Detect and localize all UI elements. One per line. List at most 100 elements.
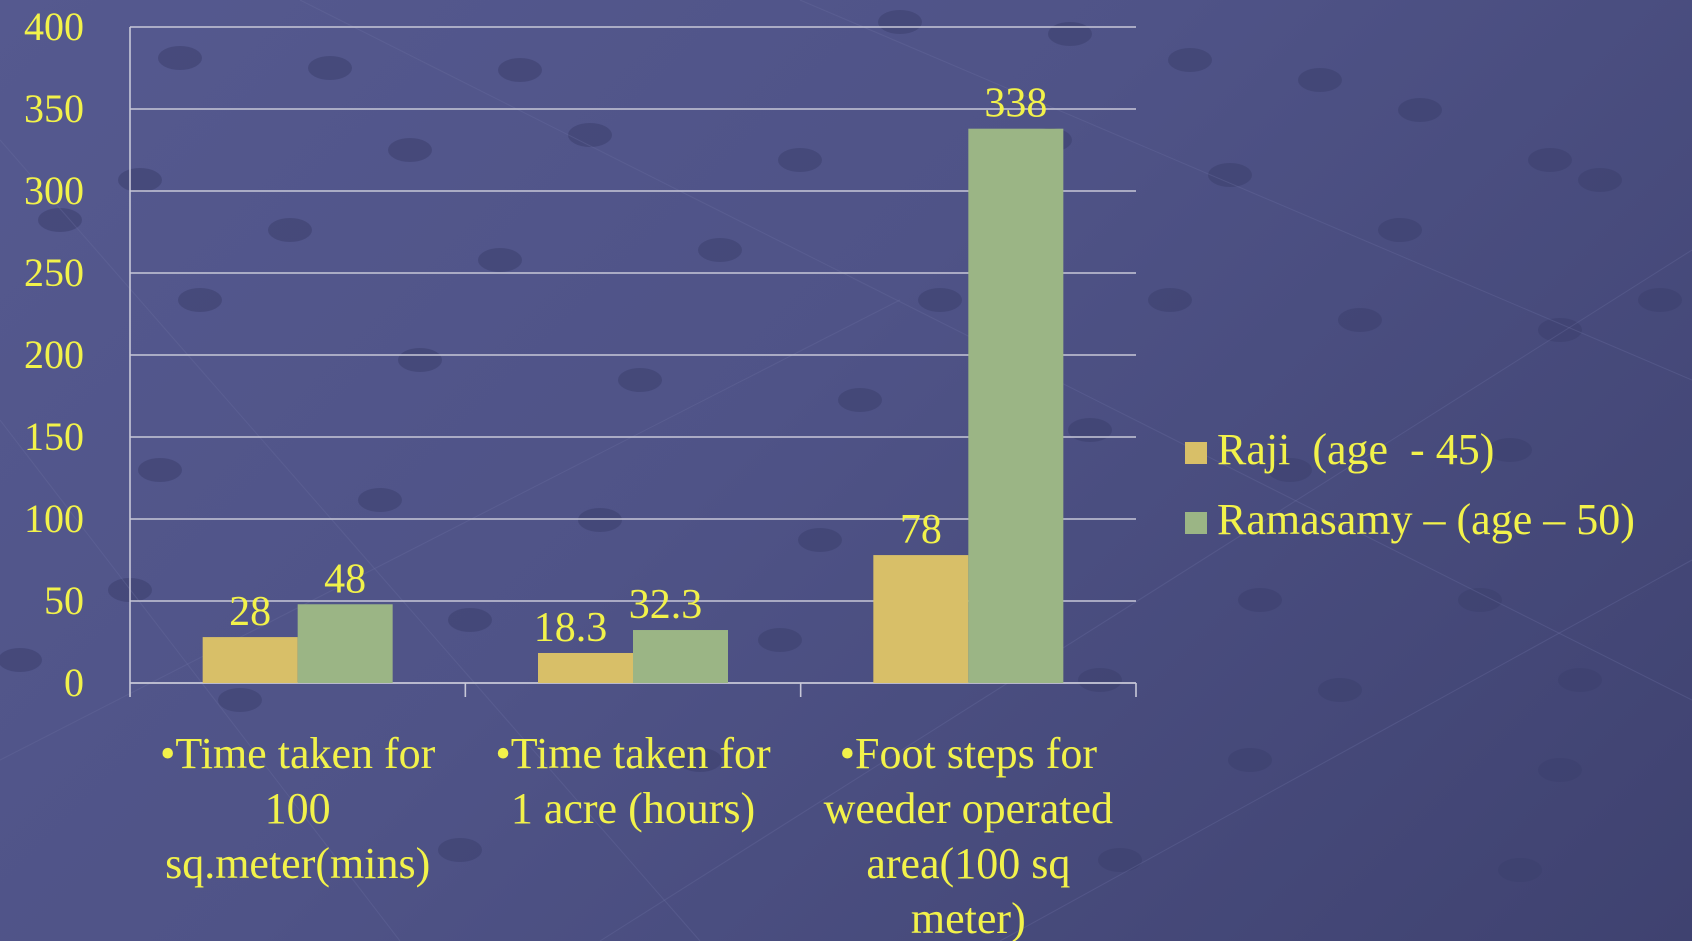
background-dot [1048,22,1092,46]
y-tick-label: 100 [24,496,84,541]
background-dot [1098,848,1142,872]
background-dot [1528,148,1572,172]
data-label: 28 [229,589,271,635]
background-dot [578,508,622,532]
x-category-label-line: •Foot steps for [840,729,1098,778]
y-tick-label: 300 [24,168,84,213]
background-dot [878,10,922,34]
background-dot [178,288,222,312]
data-label: 18.3 [534,605,608,651]
data-label: 78 [900,507,942,553]
background-dot [448,608,492,632]
legend-swatch [1185,512,1207,534]
background-dot [1458,588,1502,612]
background-dot [758,628,802,652]
background-dot [698,238,742,262]
background-dot [918,288,962,312]
background-dot [398,348,442,372]
y-tick-label: 150 [24,414,84,459]
x-category-label-line: meter) [911,894,1026,941]
bar [873,555,969,683]
background-dot [568,123,612,147]
x-category-label: •Time taken for 100 sq.meter(mins) [160,729,436,888]
background-dot [0,648,42,672]
data-label: 48 [324,556,366,602]
y-tick-label: 200 [24,332,84,377]
background-dot [1558,668,1602,692]
x-category-label-line: sq.meter(mins) [165,839,430,888]
background-line [0,419,401,941]
background-dot [218,688,262,712]
background-dot [778,148,822,172]
background-dot [1378,218,1422,242]
legend-label: Raji (age - 45) [1217,425,1494,474]
legend-label: Ramasamy – (age – 50) [1217,495,1635,544]
y-tick-labels: 0 50 100 150 200 250 300 350 400 [24,4,84,705]
x-category-label-line: •Time taken for [160,729,436,778]
background-dot [388,138,432,162]
background-dot [158,46,202,70]
background-dot [1578,168,1622,192]
x-category-label-line: area(100 sq [866,839,1070,888]
y-tick-label: 400 [24,4,84,49]
x-category-label: •Foot steps for weeder operated area(100 s… [824,729,1113,941]
x-category-label-line: weeder operated [824,784,1113,833]
bar [968,128,1064,683]
background-dot [1638,288,1682,312]
x-category-label-line: 100 [265,784,331,833]
y-tick-label: 0 [64,660,84,705]
background-dot [1148,288,1192,312]
legend-swatch [1185,442,1207,464]
background-dot [678,748,722,772]
background-dot [438,838,482,862]
bar [633,630,728,683]
background-dot [1318,678,1362,702]
legend: Raji (age - 45) Ramasamy – (age – 50) [1185,425,1635,544]
background-dot [1208,163,1252,187]
background-dot [1538,318,1582,342]
y-tick-label: 350 [24,86,84,131]
background-dot [1168,48,1212,72]
background-dot [118,168,162,192]
background-dot [308,56,352,80]
bars [202,128,1064,683]
background-dot [1268,458,1312,482]
background-dot [1398,98,1442,122]
background-line [0,139,701,941]
background-dot [138,458,182,482]
x-category-label-line: 1 acre (hours) [511,784,755,833]
background-dot [838,388,882,412]
background-dot [38,208,82,232]
background-line [999,559,1692,941]
background-dot [1538,758,1582,782]
background-dot [498,58,542,82]
background-dot [1498,858,1542,882]
x-category-label: •Time taken for 1 acre (hours) [495,729,771,833]
background-dot [1238,588,1282,612]
bar [538,652,633,683]
data-label: 32.3 [629,582,703,628]
background-line [0,299,901,761]
background-dot [1488,438,1532,462]
bar [297,604,393,683]
y-tick-label: 250 [24,250,84,295]
background-dot [1228,748,1272,772]
background-dot [798,528,842,552]
background-dot [1068,418,1112,442]
background-dot [268,218,312,242]
background-dot [358,488,402,512]
x-category-labels: •Time taken for 100 sq.meter(mins)•Time ta… [160,729,1113,941]
data-label: 338 [984,81,1047,127]
x-category-label-line: •Time taken for [495,729,771,778]
background-dot [618,368,662,392]
background-dot [1298,68,1342,92]
background-line [599,249,1692,941]
background-dot [1338,308,1382,332]
background-dot [1078,668,1122,692]
data-labels: 28 48 18.3 32.3 78 338 [229,81,1047,651]
background-dot [478,248,522,272]
